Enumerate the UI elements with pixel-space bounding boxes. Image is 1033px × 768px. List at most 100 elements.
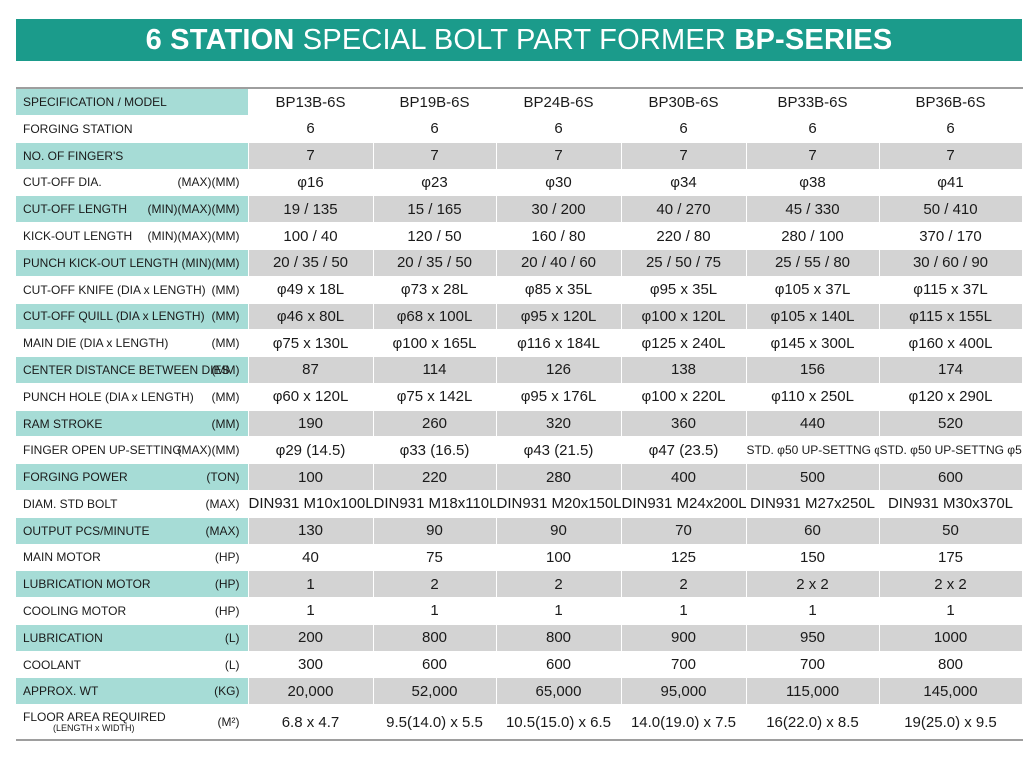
value-cell: 800 (373, 624, 497, 652)
table-row: RAM STROKE (MM) 190 260 320 360 440 520 (16, 410, 1023, 437)
value-cell: 100 (496, 544, 622, 571)
value-cell: 700 (746, 651, 880, 678)
value-cell: 40 (248, 544, 374, 571)
table-row: FORGING POWER (TON) 100 220 280 400 500 600 (16, 463, 1023, 491)
row-label: OUTPUT PCS/MINUTE (23, 523, 150, 538)
value-cell: φ160 x 400L (879, 329, 1023, 357)
value-cell: φ41 (879, 169, 1023, 196)
value-cell: 500 (746, 463, 880, 491)
value-cell: 19(25.0) x 9.5 (879, 704, 1023, 742)
table-row: LUBRICATION (L) 200 800 800 900 950 1000 (16, 624, 1023, 652)
row-label-cell: MAIN MOTOR (HP) (16, 544, 249, 571)
row-label-cell: FINGER OPEN UP-SETTING (MAX)(MM) (16, 436, 249, 464)
value-cell: 50 (879, 517, 1023, 545)
value-cell: 370 / 170 (879, 222, 1023, 250)
row-label: FORGING STATION (23, 121, 133, 136)
row-unit: (MIN)(MAX)(MM) (147, 202, 240, 217)
value-cell: 126 (496, 356, 622, 384)
row-label: FORGING POWER (23, 470, 128, 485)
value-cell: φ100 x 220L (621, 383, 747, 411)
row-label-cell: APPROX. WT (KG) (16, 677, 249, 705)
value-cell: 14.0(19.0) x 7.5 (621, 704, 747, 742)
value-cell: 25 / 50 / 75 (621, 249, 747, 277)
value-cell: φ115 x 37L (879, 276, 1023, 303)
table-row: KICK-OUT LENGTH (MIN)(MAX)(MM) 100 / 40 120… (16, 222, 1023, 250)
value-cell: 175 (879, 544, 1023, 571)
value-cell: 520 (879, 410, 1023, 437)
value-cell: φ115 x 155L (879, 303, 1023, 330)
value-cell: 6 (621, 115, 747, 143)
value-cell: 16(22.0) x 8.5 (746, 704, 880, 742)
value-cell: 2 (621, 570, 747, 598)
value-cell: 2 (373, 570, 497, 598)
value-cell: φ46 x 80L (248, 303, 374, 330)
table-row: CUT-OFF KNIFE (DIA x LENGTH) (MM) φ49 x 18… (16, 276, 1023, 303)
row-label-cell: COOLANT (L) (16, 651, 249, 678)
value-cell: 90 (496, 517, 622, 545)
value-cell: 52,000 (373, 677, 497, 705)
value-cell: 100 / 40 (248, 222, 374, 250)
value-cell: 65,000 (496, 677, 622, 705)
row-label: COOLANT (23, 657, 82, 672)
value-cell: 200 (248, 624, 374, 652)
value-cell: 6 (248, 115, 374, 143)
value-cell: φ16 (248, 169, 374, 196)
table-row: CENTER DISTANCE BETWEEN DIES (MM) 87 114 126… (16, 356, 1023, 384)
page-title-banner: 6 STATION SPECIAL BOLT PART FORMER BP-SE… (16, 19, 1022, 61)
value-cell: 320 (496, 410, 622, 437)
value-cell: 600 (879, 463, 1023, 491)
value-cell: DIN931 M30x370L (879, 490, 1023, 518)
value-cell: 10.5(15.0) x 6.5 (496, 704, 622, 742)
row-unit: (MAX) (205, 496, 240, 511)
value-cell: 7 (879, 142, 1023, 170)
table-row: CUT-OFF QUILL (DIA x LENGTH) (MM) φ46 x 80… (16, 303, 1023, 330)
value-cell: 30 / 60 / 90 (879, 249, 1023, 277)
row-label-cell: FLOOR AREA REQUIRED (LENGTH x WIDTH) (M²) (16, 704, 249, 742)
row-label-cell: NO. OF FINGER'S (16, 142, 249, 170)
value-cell: 1 (248, 570, 374, 598)
value-cell: φ116 x 184L (496, 329, 622, 357)
row-unit: (MIN)(MAX)(MM) (147, 229, 240, 244)
value-cell: 7 (746, 142, 880, 170)
table-row: CUT-OFF DIA. (MAX)(MM) φ16 φ23 φ30 φ34 φ38 φ41 (16, 169, 1023, 196)
value-cell: 1 (496, 597, 622, 625)
value-cell: 2 (496, 570, 622, 598)
row-sublabel: (LENGTH x WIDTH) (53, 723, 135, 734)
value-cell: 30 / 200 (496, 195, 622, 223)
value-cell: 7 (621, 142, 747, 170)
row-label: LUBRICATION (23, 630, 103, 645)
table-row: COOLANT (L) 300 600 600 700 700 800 (16, 651, 1023, 678)
value-cell: 700 (621, 651, 747, 678)
row-label-cell: CUT-OFF LENGTH (MIN)(MAX)(MM) (16, 195, 249, 223)
value-cell: STD. φ50 UP-SETTNG φ55 (879, 436, 1023, 464)
row-label: APPROX. WT (23, 684, 99, 699)
row-label-cell: FORGING STATION (16, 115, 249, 143)
value-cell: 25 / 55 / 80 (746, 249, 880, 277)
value-cell: DIN931 M24x200L (621, 490, 747, 518)
value-cell: 6.8 x 4.7 (248, 704, 374, 742)
value-cell: φ68 x 100L (373, 303, 497, 330)
row-unit: (L) (224, 657, 240, 672)
title-bold-prefix: 6 STATION (145, 24, 295, 56)
row-label-cell: CENTER DISTANCE BETWEEN DIES (MM) (16, 356, 249, 384)
value-cell: 6 (496, 115, 622, 143)
value-cell: 6 (373, 115, 497, 143)
value-cell: 138 (621, 356, 747, 384)
value-cell: 20 / 40 / 60 (496, 249, 622, 277)
row-label-cell: LUBRICATION (L) (16, 624, 249, 652)
value-cell: 1 (248, 597, 374, 625)
row-label: CUT-OFF KNIFE (DIA x LENGTH) (23, 282, 206, 297)
model-header: BP13B-6S (248, 87, 374, 116)
row-label: CUT-OFF LENGTH (23, 202, 127, 217)
table-row: FINGER OPEN UP-SETTING (MAX)(MM) φ29 (14.5… (16, 436, 1023, 464)
value-cell: 1 (879, 597, 1023, 625)
value-cell: φ105 x 140L (746, 303, 880, 330)
table-row: MAIN DIE (DIA x LENGTH) (MM) φ75 x 130L φ10… (16, 329, 1023, 357)
row-unit: (MAX) (205, 523, 240, 538)
row-label: CUT-OFF DIA. (23, 175, 102, 190)
table-row: MAIN MOTOR (HP) 40 75 100 125 150 175 (16, 544, 1023, 571)
value-cell: 174 (879, 356, 1023, 384)
table-row: CUT-OFF LENGTH (MIN)(MAX)(MM) 19 / 135 15 /… (16, 195, 1023, 223)
row-unit: (MM) (211, 282, 240, 297)
value-cell: φ49 x 18L (248, 276, 374, 303)
